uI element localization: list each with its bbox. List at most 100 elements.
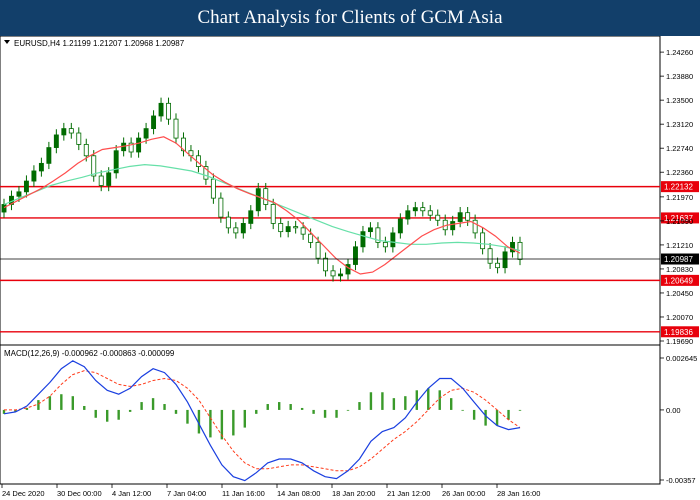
candles xyxy=(1,97,523,282)
dropdown-triangle-icon[interactable] xyxy=(4,40,10,44)
level-label: 1.19836 xyxy=(664,328,693,337)
price-tick-label: 1.20070 xyxy=(666,313,693,322)
candle-body xyxy=(173,118,179,139)
candle-body xyxy=(338,273,343,277)
histogram-bar xyxy=(369,392,373,410)
macd-tick-label: 0.00 xyxy=(666,406,681,415)
candle-body xyxy=(487,248,493,264)
macd-label: MACD(12,26,9) -0.000962 -0.000863 -0.000… xyxy=(4,349,175,358)
candle-body xyxy=(38,162,44,172)
histogram-bar xyxy=(151,398,155,410)
macd-tick-label: -0.00357 xyxy=(666,476,696,485)
candle-body xyxy=(76,132,82,145)
histogram-bar xyxy=(163,404,166,410)
candle-body xyxy=(143,128,149,139)
time-tick-label: 24 Dec 2020 xyxy=(2,489,45,498)
candle-body xyxy=(457,212,463,222)
candle-body xyxy=(405,210,411,220)
candle-body xyxy=(61,128,67,136)
level-label: 1.22132 xyxy=(664,183,693,192)
histogram-bar xyxy=(71,396,74,410)
time-tick-label: 26 Jan 00:00 xyxy=(442,489,485,498)
candle-body xyxy=(360,231,366,248)
histogram-bar xyxy=(37,400,40,410)
histogram-bar xyxy=(60,394,63,410)
banner-title: Chart Analysis for Clients of GCM Asia xyxy=(0,0,700,36)
histogram-bar xyxy=(197,409,201,434)
candle-body xyxy=(31,170,37,182)
price-tick-label: 1.24260 xyxy=(666,48,693,57)
candle-body xyxy=(151,115,157,130)
histogram-bar xyxy=(323,409,327,418)
candle-body xyxy=(166,102,171,120)
histogram-bar xyxy=(346,409,350,411)
price-tick-label: 1.22740 xyxy=(666,144,693,153)
fast-moving-average xyxy=(3,136,521,275)
histogram-bar xyxy=(484,409,487,426)
histogram-bar xyxy=(450,398,453,410)
candle-body xyxy=(495,262,501,269)
histogram-bar xyxy=(106,409,109,422)
level-box xyxy=(661,181,699,193)
price-tick-label: 1.23500 xyxy=(666,96,693,105)
candle-body xyxy=(510,241,515,253)
candle-body xyxy=(330,270,336,277)
symbol-info: EURUSD,H4 1.21199 1.21207 1.20968 1.2098… xyxy=(14,39,185,48)
histogram-bar xyxy=(495,409,499,426)
current-price-label: 1.20987 xyxy=(664,255,693,264)
candle-body xyxy=(248,210,254,224)
price-tick-label: 1.20450 xyxy=(666,289,693,298)
histogram-bar xyxy=(243,409,246,428)
candle-body xyxy=(435,214,441,221)
candle-body xyxy=(450,221,456,231)
candle-body xyxy=(113,150,119,174)
candle-body xyxy=(367,227,373,233)
histogram-bar xyxy=(94,409,97,418)
time-tick-label: 30 Dec 00:00 xyxy=(57,489,102,498)
candle-body xyxy=(255,188,261,212)
candle-body xyxy=(472,219,478,234)
candle-body xyxy=(382,241,388,248)
chart-area[interactable]: 1.22132 1.21637 1.20649 1.19836 1.24260 1.23… xyxy=(0,36,700,500)
level-box xyxy=(661,274,699,286)
candle-body xyxy=(285,226,291,233)
histogram-bar xyxy=(392,398,396,410)
histogram-bar xyxy=(255,409,258,414)
candle-body xyxy=(397,218,403,234)
histogram-bar xyxy=(2,409,6,414)
histogram-bar xyxy=(415,390,418,410)
level-box xyxy=(661,212,699,224)
histogram-bar xyxy=(358,402,361,410)
candle-body xyxy=(181,137,186,152)
macd-panel xyxy=(0,344,661,485)
level-label: 1.20649 xyxy=(664,276,693,285)
price-axis-ticks: 1.24260 1.23880 1.23500 1.23120 1.22740 1.223… xyxy=(660,48,693,346)
macd-axis-ticks: 0.002645 0.00 -0.00357 xyxy=(660,354,697,485)
histogram-bar xyxy=(472,409,476,420)
candle-body xyxy=(375,227,381,243)
histogram-bar xyxy=(335,409,338,418)
candle-body xyxy=(353,246,358,265)
candle-body xyxy=(136,137,142,153)
histogram-bar xyxy=(220,409,224,440)
time-axis: 24 Dec 2020 30 Dec 00:00 4 Jan 12:00 7 Jan … xyxy=(1,484,540,498)
histogram-bar xyxy=(300,407,304,410)
level-box xyxy=(661,326,699,338)
candle-body xyxy=(218,197,224,218)
candle-body xyxy=(16,191,22,197)
time-tick-label: 4 Jan 12:00 xyxy=(112,489,151,498)
candle-body xyxy=(263,188,269,205)
candle-body xyxy=(427,210,433,216)
candle-body xyxy=(465,212,471,221)
candle-body xyxy=(412,207,418,212)
histogram-bar xyxy=(174,409,178,414)
current-price-box xyxy=(661,253,699,265)
histogram-bar xyxy=(14,409,17,412)
histogram-bar xyxy=(186,409,189,424)
price-tick-label: 1.21590 xyxy=(666,217,693,226)
candle-body xyxy=(210,178,216,199)
candle-body xyxy=(83,144,89,157)
candle-body xyxy=(270,204,276,224)
histogram-bar xyxy=(266,404,269,410)
time-tick-label: 18 Jan 20:00 xyxy=(332,489,375,498)
